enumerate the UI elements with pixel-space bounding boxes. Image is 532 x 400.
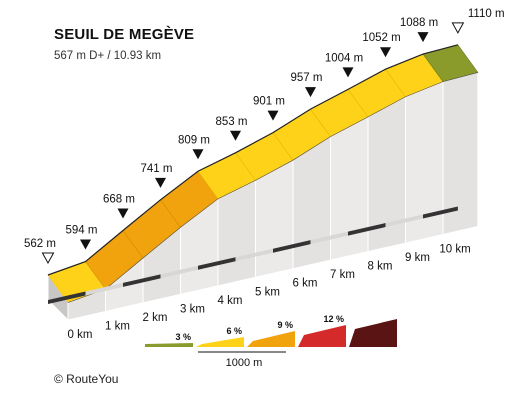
end-marker-icon (451, 22, 465, 34)
profile-base-segment (235, 248, 273, 262)
x-tick-label: 3 km (180, 303, 205, 315)
x-tick-label: 8 km (368, 261, 393, 273)
legend-swatch (196, 337, 244, 347)
profile-wall-strip (255, 159, 294, 278)
profile-base-segment (310, 231, 348, 245)
legend-scale-label: 1000 m (226, 357, 263, 369)
start-marker-icon (41, 252, 55, 265)
km-marker-icon (117, 208, 129, 219)
profile-base-segment (348, 223, 386, 236)
elevation-label: 809 m (178, 134, 210, 146)
chart-subtitle: 567 m D+ / 10.93 km (54, 50, 162, 62)
elevation-label: 1004 m (325, 52, 363, 64)
profile-front-edge (67, 72, 478, 303)
profile-ridge-line (47, 44, 459, 276)
chart-title: SEUIL DE MEGÈVE (54, 26, 195, 43)
x-tick-label: 9 km (405, 252, 430, 264)
km-marker-icon (267, 110, 279, 121)
km-marker-icon (230, 130, 241, 141)
km-marker-icon (155, 177, 166, 188)
legend-swatch (349, 319, 397, 347)
x-tick-label: 10 km (439, 244, 470, 256)
profile-base-segment (385, 214, 423, 228)
elevation-label: 1088 m (400, 17, 438, 29)
elevation-label: 957 m (291, 72, 323, 84)
elevation-label: 1110 m (468, 8, 505, 20)
elevation-label: 853 m (216, 116, 248, 128)
km-marker-icon (342, 67, 354, 78)
km-marker-icon (417, 32, 429, 43)
legend-label: 9 % (277, 320, 293, 330)
profile-base-segment (123, 274, 161, 287)
x-tick-label: 6 km (293, 278, 318, 290)
legend-label: 6 % (226, 326, 242, 336)
x-tick-label: 2 km (143, 312, 168, 324)
elevation-label: 741 m (141, 163, 173, 175)
km-marker-icon (380, 47, 391, 58)
x-tick-label: 5 km (255, 286, 280, 298)
profile-base-segment (198, 257, 236, 270)
profile-base-segment (273, 240, 311, 253)
profile-base-segment (160, 265, 198, 279)
km-marker-icon (305, 87, 316, 98)
legend-swatch (298, 325, 346, 347)
profile-base-segment (423, 206, 458, 219)
km-marker-icon (80, 239, 91, 250)
elevation-label: 668 m (103, 193, 135, 205)
elevation-label: 594 m (66, 225, 98, 237)
x-tick-label: 4 km (218, 295, 243, 307)
km-marker-icon (192, 149, 204, 160)
legend-label: 12 % (323, 314, 344, 324)
profile-base-segment (85, 282, 123, 296)
elevation-label: 562 m (24, 238, 56, 250)
elevation-label: 1052 m (362, 32, 400, 44)
elevation-label: 901 m (253, 96, 285, 108)
x-tick-label: 1 km (105, 320, 130, 332)
copyright-notice: © RouteYou (54, 372, 119, 386)
legend-swatch (145, 343, 193, 347)
profile-wall-strip (330, 116, 369, 261)
x-tick-label: 0 km (68, 329, 93, 341)
legend-swatch (247, 331, 295, 347)
legend-label: 3 % (175, 332, 191, 342)
gradient-legend: 3 % 6 % 9 % 12 % 1000 m (145, 314, 397, 369)
x-tick-label: 7 km (330, 269, 355, 281)
profile-base-segment (48, 291, 86, 304)
